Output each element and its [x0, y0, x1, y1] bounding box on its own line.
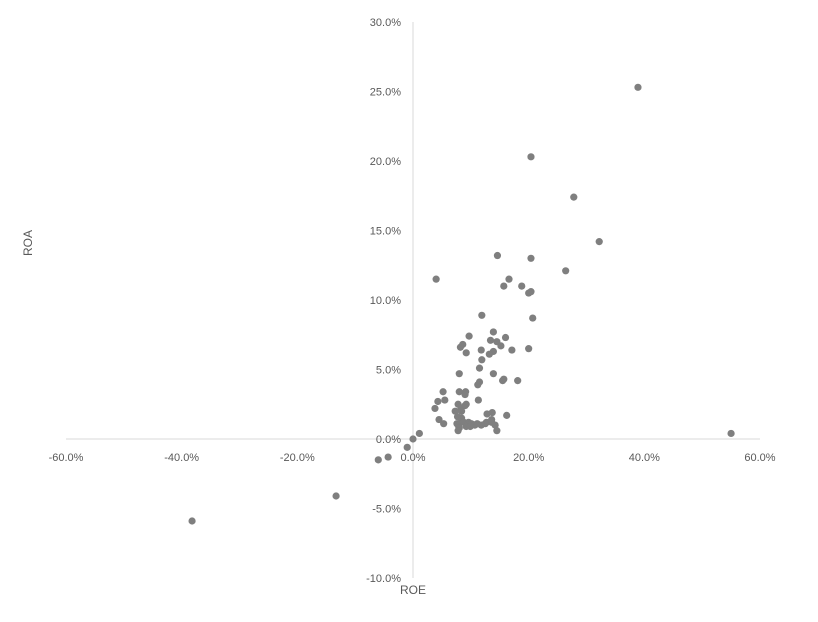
- data-point: [439, 388, 447, 396]
- data-point: [499, 377, 507, 385]
- data-point: [431, 404, 439, 413]
- data-point: [481, 420, 489, 428]
- data-point: [462, 349, 470, 357]
- y-tick-label: 5.0%: [376, 365, 401, 377]
- data-point: [527, 254, 535, 262]
- data-point: [529, 314, 537, 322]
- data-point: [434, 397, 442, 406]
- x-tick-label: 60.0%: [744, 452, 775, 464]
- data-point: [505, 275, 513, 283]
- x-tick-label: -60.0%: [49, 452, 84, 464]
- data-point: [374, 456, 382, 464]
- data-point: [474, 381, 482, 389]
- data-point: [518, 282, 526, 290]
- data-point: [456, 343, 465, 351]
- data-point: [508, 346, 516, 354]
- y-tick-label: -10.0%: [366, 573, 401, 585]
- data-point: [483, 410, 491, 418]
- y-tick-label: 20.0%: [370, 156, 401, 168]
- data-point: [493, 427, 501, 435]
- data-point: [384, 453, 392, 461]
- tick-labels: -60.0% -40.0% -20.0% 0.0% 20.0% 40.0% 60.0% -10…: [49, 17, 776, 585]
- x-tick-label: 0.0%: [400, 452, 425, 464]
- data-point: [527, 153, 535, 161]
- data-point: [489, 370, 497, 378]
- data-point: [478, 311, 486, 319]
- x-axis-title: ROE: [400, 583, 426, 597]
- data-point: [455, 388, 463, 396]
- y-tick-label: 30.0%: [370, 17, 401, 29]
- data-points: [188, 83, 735, 525]
- x-tick-label: 40.0%: [629, 452, 660, 464]
- y-axis-title: ROA: [21, 230, 35, 256]
- data-point: [332, 492, 340, 500]
- y-tick-label: 10.0%: [370, 295, 401, 307]
- data-point: [500, 282, 508, 290]
- data-point: [501, 333, 510, 342]
- data-point: [525, 289, 533, 297]
- x-tick-label: -40.0%: [164, 452, 199, 464]
- data-point: [432, 275, 440, 283]
- data-point: [457, 407, 466, 415]
- y-tick-label: 15.0%: [370, 226, 401, 238]
- data-point: [455, 370, 463, 378]
- data-point: [454, 427, 462, 435]
- data-point: [478, 356, 486, 364]
- data-point: [486, 336, 495, 344]
- x-tick-label: 20.0%: [513, 452, 544, 464]
- data-point: [595, 238, 603, 246]
- data-point: [503, 411, 511, 419]
- data-point: [489, 328, 497, 336]
- x-tick-label: -20.0%: [280, 452, 315, 464]
- y-tick-label: -5.0%: [372, 504, 401, 516]
- data-point: [562, 267, 570, 275]
- data-point: [441, 396, 449, 404]
- data-point: [477, 346, 485, 354]
- data-point: [570, 193, 578, 201]
- data-point: [485, 350, 493, 358]
- data-point: [465, 332, 473, 340]
- data-point: [409, 435, 417, 443]
- data-point: [451, 407, 459, 415]
- data-point: [188, 517, 196, 525]
- data-point: [493, 251, 502, 260]
- data-point: [491, 421, 499, 429]
- data-point: [403, 443, 411, 451]
- data-point: [461, 390, 469, 399]
- axes-layer: [66, 22, 760, 578]
- data-point: [727, 429, 735, 438]
- y-tick-label: 25.0%: [370, 87, 401, 99]
- data-point: [440, 420, 448, 428]
- data-point: [634, 83, 642, 91]
- data-point: [475, 364, 484, 372]
- data-point: [514, 377, 522, 385]
- data-point: [435, 415, 443, 424]
- data-point: [415, 429, 423, 438]
- y-tick-label: 0.0%: [376, 434, 401, 446]
- data-point: [466, 422, 474, 431]
- data-point: [525, 345, 533, 353]
- data-point: [497, 342, 505, 350]
- data-point: [474, 396, 482, 404]
